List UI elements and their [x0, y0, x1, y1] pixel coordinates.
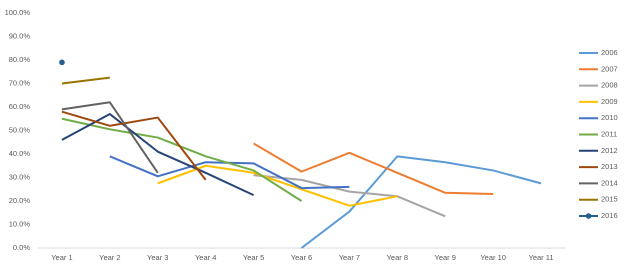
y-tick-label: 70.0%: [9, 78, 31, 87]
x-tick-label: Year 5: [243, 253, 264, 262]
y-tick-label: 20.0%: [9, 196, 31, 205]
legend-label: 2016: [601, 211, 618, 220]
x-tick-label: Year 1: [51, 253, 72, 262]
legend-label: 2012: [601, 146, 618, 155]
legend-label: 2009: [601, 97, 618, 106]
y-tick-label: 40.0%: [9, 149, 31, 158]
point-marker: [59, 59, 65, 66]
x-tick-label: Year 3: [147, 253, 168, 262]
y-tick-label: 90.0%: [9, 31, 31, 40]
y-tick-label: 80.0%: [9, 55, 31, 64]
y-tick-label: 10.0%: [9, 219, 31, 228]
series-line: [61, 101, 159, 174]
x-tick-label: Year 11: [529, 253, 554, 262]
legend-label: 2013: [601, 162, 618, 171]
series-line: [300, 155, 542, 249]
legend-label: 2010: [601, 113, 618, 122]
legend-label: 2006: [601, 48, 618, 57]
legend-label: 2007: [601, 64, 618, 73]
y-tick-label: 30.0%: [9, 172, 31, 181]
x-tick-label: Year 10: [480, 253, 506, 262]
legend-marker: [585, 213, 592, 219]
series-line: [61, 113, 255, 197]
y-tick-label: 50.0%: [9, 125, 31, 134]
series-line: [253, 174, 446, 218]
legend-label: 2015: [601, 195, 618, 204]
x-tick-label: Year 9: [435, 253, 456, 262]
x-tick-label: Year 4: [195, 253, 216, 262]
y-tick-label: 0.0%: [13, 243, 30, 252]
series-line: [61, 110, 207, 181]
legend-label: 2008: [601, 81, 618, 90]
x-tick-label: Year 2: [99, 253, 120, 262]
legend-label: 2011: [601, 129, 617, 138]
x-tick-label: Year 6: [291, 253, 312, 262]
y-tick-label: 100.0%: [5, 8, 31, 17]
series-line: [253, 142, 494, 195]
y-tick-label: 60.0%: [9, 102, 31, 111]
x-tick-label: Year 7: [339, 253, 360, 262]
legend-label: 2014: [601, 178, 618, 187]
x-tick-label: Year 8: [387, 253, 408, 262]
series-line: [61, 117, 303, 202]
series-line: [61, 76, 110, 85]
